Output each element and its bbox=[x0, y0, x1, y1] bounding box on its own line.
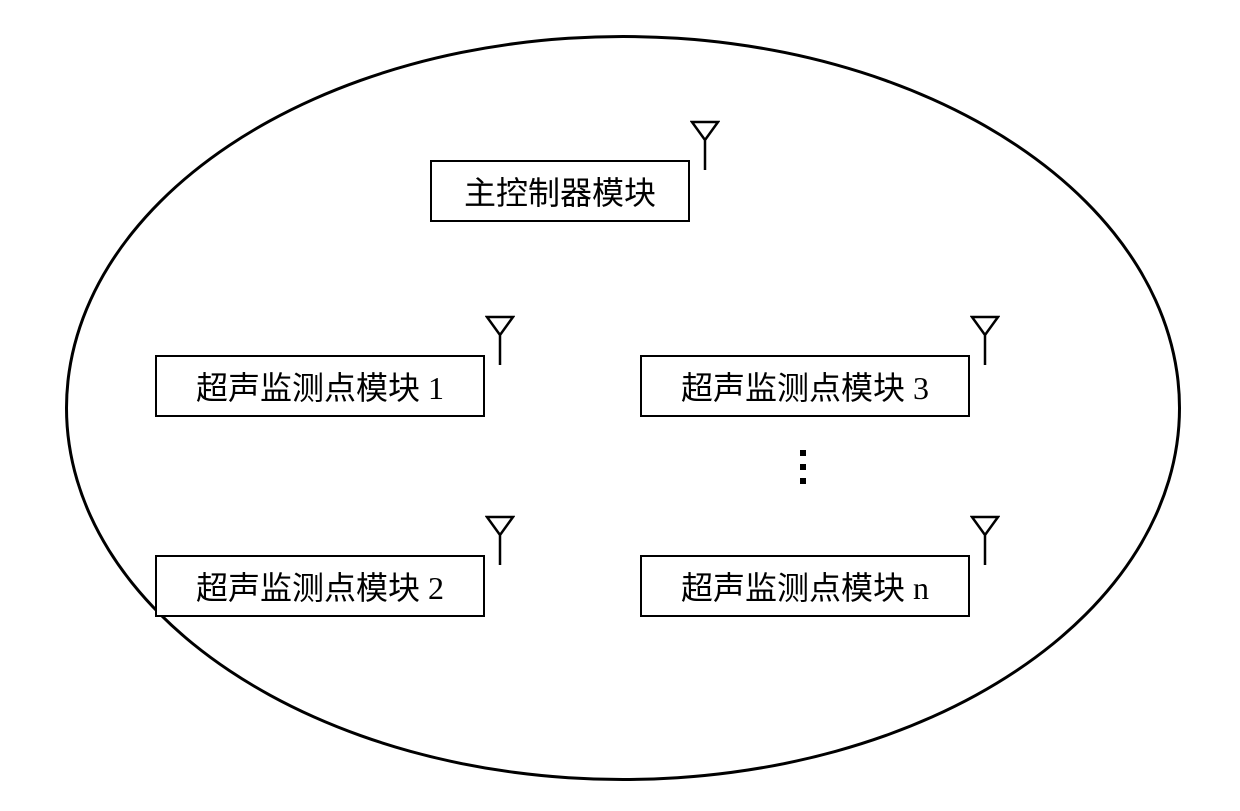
monitor-n-box: 超声监测点模块 n bbox=[640, 555, 970, 617]
monitor-n-label: 超声监测点模块 n bbox=[681, 563, 929, 609]
monitor-3-label: 超声监测点模块 3 bbox=[681, 363, 929, 409]
monitor-2-label: 超声监测点模块 2 bbox=[196, 563, 444, 609]
dot bbox=[800, 478, 806, 484]
antenna-icon bbox=[485, 315, 515, 365]
dot bbox=[800, 450, 806, 456]
controller-box: 主控制器模块 bbox=[430, 160, 690, 222]
antenna-icon bbox=[690, 120, 720, 170]
antenna-icon bbox=[970, 515, 1000, 565]
controller-label: 主控制器模块 bbox=[464, 168, 656, 214]
vertical-ellipsis bbox=[800, 450, 806, 484]
antenna-icon bbox=[970, 315, 1000, 365]
diagram-container: 主控制器模块 超声监测点模块 1 超声监测点模块 2 超声监测点模块 3 超声监… bbox=[0, 0, 1240, 811]
monitor-1-box: 超声监测点模块 1 bbox=[155, 355, 485, 417]
antenna-icon bbox=[485, 515, 515, 565]
monitor-1-label: 超声监测点模块 1 bbox=[196, 363, 444, 409]
monitor-3-box: 超声监测点模块 3 bbox=[640, 355, 970, 417]
monitor-2-box: 超声监测点模块 2 bbox=[155, 555, 485, 617]
dot bbox=[800, 464, 806, 470]
